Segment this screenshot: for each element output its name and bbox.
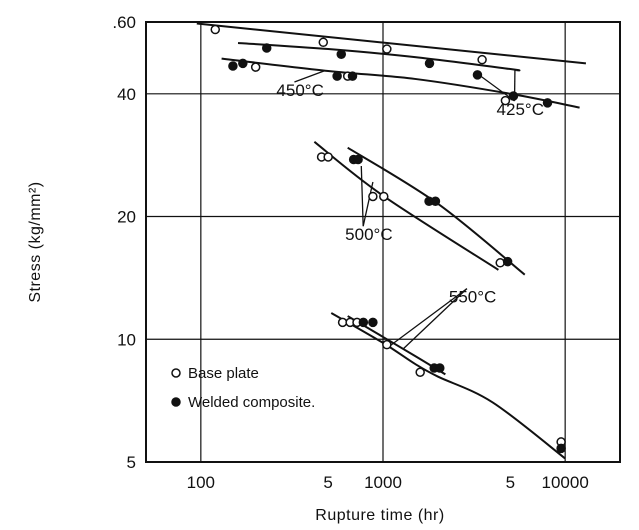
x-tick-label: 5 <box>506 473 515 492</box>
fitted-curve <box>221 57 580 109</box>
y-axis-title: Stress (kg/mm²) <box>27 181 44 302</box>
base-plate-point <box>368 191 378 202</box>
legend: Base plate Welded composite. <box>171 365 315 411</box>
y-tick-label: 20 <box>117 208 136 227</box>
welded-composite-point <box>358 317 369 328</box>
annotation-pointer <box>477 73 515 102</box>
x-tick-label: 1000 <box>364 473 402 492</box>
tick-labels: 100 5 1000 5 10000 .60 40 20 10 5 <box>112 13 588 492</box>
welded-composite-point <box>430 196 441 207</box>
temperature-label: 425°C <box>497 100 544 119</box>
base-plate-point <box>500 95 511 106</box>
welded-composite-point <box>336 49 347 60</box>
welded-composite-point <box>556 443 566 454</box>
temperature-label: 500°C <box>345 225 392 244</box>
x-tick-label: 100 <box>187 473 215 492</box>
welded-composite-point <box>424 58 435 69</box>
x-tick-label: 5 <box>323 473 332 492</box>
x-axis-title: Rupture time (hr) <box>315 507 444 524</box>
y-tick-label: 40 <box>117 85 136 104</box>
annotation-pointer <box>360 166 364 227</box>
welded-composite-point <box>435 363 445 373</box>
base-plate-point <box>477 54 487 65</box>
base-plate-point <box>210 24 221 35</box>
legend-filled-marker <box>171 397 181 407</box>
welded-composite-point <box>332 71 342 81</box>
legend-label-base-plate: Base plate <box>188 365 259 382</box>
base-plate-point <box>318 37 329 48</box>
fitted-curve <box>330 312 566 460</box>
welded-composite-point <box>238 58 248 69</box>
welded-composite-point <box>347 71 358 81</box>
annotation-pointer <box>362 181 374 227</box>
base-plate-point <box>250 62 261 72</box>
base-plate-point <box>379 191 389 202</box>
welded-composite-point <box>502 256 513 267</box>
legend-open-marker <box>171 368 181 378</box>
welded-composite-point <box>353 154 363 165</box>
welded-composite-point <box>472 70 483 80</box>
y-tick-label: .60 <box>112 13 136 32</box>
annotation-pointer <box>294 69 326 83</box>
temperature-labels: 425°C 450°C 500°C 550°C <box>276 81 544 307</box>
welded-composite-point <box>228 61 238 71</box>
welded-composite-point <box>368 317 378 328</box>
temperature-label: 450°C <box>276 81 323 100</box>
welded-composite-point <box>542 98 553 108</box>
base-plate-point <box>323 152 333 162</box>
welded-composite-point <box>261 43 272 53</box>
fitted-curve <box>347 146 526 276</box>
base-plate-point <box>382 44 392 54</box>
base-plate-point <box>382 339 392 350</box>
y-tick-label: 10 <box>117 330 136 349</box>
fitted-curve <box>313 141 499 271</box>
grid <box>146 22 620 462</box>
annotation-pointers <box>294 69 516 349</box>
fitted-curve <box>237 41 521 72</box>
temperature-label: 550°C <box>449 288 496 307</box>
y-tick-label: 5 <box>127 453 136 472</box>
annotation-pointer <box>403 288 468 349</box>
x-tick-label: 10000 <box>542 473 589 492</box>
legend-label-welded-composite: Welded composite. <box>188 394 315 411</box>
welded-composite-point <box>508 91 519 101</box>
base-plate-point <box>415 367 425 378</box>
annotation-pointer <box>388 288 468 348</box>
data-points <box>210 24 566 454</box>
fitted-curve <box>196 22 587 65</box>
